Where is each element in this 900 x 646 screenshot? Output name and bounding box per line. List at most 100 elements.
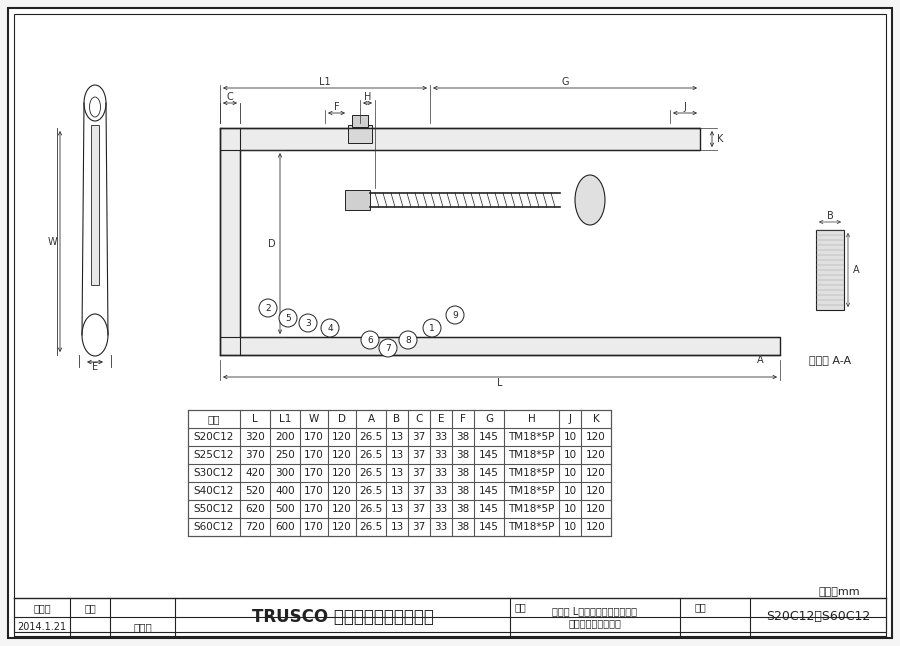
Text: TM18*5P: TM18*5P xyxy=(508,468,554,478)
Text: 10: 10 xyxy=(563,522,577,532)
Text: A: A xyxy=(852,265,860,275)
Text: 120: 120 xyxy=(332,432,352,442)
Circle shape xyxy=(423,319,441,337)
Text: 7: 7 xyxy=(385,344,391,353)
Text: 370: 370 xyxy=(245,450,265,460)
Text: 38: 38 xyxy=(456,504,470,514)
Circle shape xyxy=(361,331,379,349)
Text: 13: 13 xyxy=(391,504,403,514)
Text: 10: 10 xyxy=(563,468,577,478)
Text: 520: 520 xyxy=(245,486,265,496)
Circle shape xyxy=(321,319,339,337)
Ellipse shape xyxy=(575,175,605,225)
Text: 13: 13 xyxy=(391,432,403,442)
Text: 33: 33 xyxy=(435,468,447,478)
Text: 38: 38 xyxy=(456,486,470,496)
Text: 145: 145 xyxy=(479,504,499,514)
Text: 6: 6 xyxy=(367,335,373,344)
Text: 170: 170 xyxy=(304,486,324,496)
Circle shape xyxy=(299,314,317,332)
Text: 13: 13 xyxy=(391,468,403,478)
Text: 26.5: 26.5 xyxy=(359,522,382,532)
Text: 120: 120 xyxy=(332,450,352,460)
Text: 作成日: 作成日 xyxy=(33,603,50,613)
Text: 3: 3 xyxy=(305,318,310,328)
Text: G: G xyxy=(485,414,493,424)
Text: E: E xyxy=(437,414,445,424)
Text: 120: 120 xyxy=(586,468,606,478)
Text: 品番: 品番 xyxy=(208,414,220,424)
Text: S30C12: S30C12 xyxy=(194,468,234,478)
Text: L1: L1 xyxy=(320,77,331,87)
Ellipse shape xyxy=(82,314,108,356)
Text: 170: 170 xyxy=(304,468,324,478)
Text: S50C12: S50C12 xyxy=(194,504,234,514)
Circle shape xyxy=(446,306,464,324)
Text: H: H xyxy=(527,414,536,424)
Text: 2014.1.21: 2014.1.21 xyxy=(17,622,67,632)
Text: 33: 33 xyxy=(435,432,447,442)
Text: 200: 200 xyxy=(275,432,295,442)
Text: 170: 170 xyxy=(304,432,324,442)
Bar xyxy=(348,125,372,143)
Circle shape xyxy=(259,299,277,317)
Text: 170: 170 xyxy=(304,504,324,514)
Text: 400: 400 xyxy=(275,486,295,496)
Text: 38: 38 xyxy=(456,522,470,532)
Text: B: B xyxy=(393,414,400,424)
Text: C: C xyxy=(227,92,233,102)
Text: エホマ L型クランプ（強力型）
スタンダードタイプ: エホマ L型クランプ（強力型） スタンダードタイプ xyxy=(553,606,637,628)
Text: 120: 120 xyxy=(332,468,352,478)
Ellipse shape xyxy=(89,97,101,117)
Text: 8: 8 xyxy=(405,335,411,344)
Text: 120: 120 xyxy=(586,486,606,496)
Text: W: W xyxy=(309,414,320,424)
Text: 600: 600 xyxy=(275,522,295,532)
PathPatch shape xyxy=(220,128,780,355)
Text: S60C12: S60C12 xyxy=(194,522,234,532)
Text: 170: 170 xyxy=(304,450,324,460)
Text: 145: 145 xyxy=(479,486,499,496)
Text: 500: 500 xyxy=(275,504,295,514)
Text: H: H xyxy=(364,92,371,102)
Text: S40C12: S40C12 xyxy=(194,486,234,496)
Text: 9: 9 xyxy=(452,311,458,320)
Text: 13: 13 xyxy=(391,522,403,532)
Text: 145: 145 xyxy=(479,450,499,460)
Text: 33: 33 xyxy=(435,450,447,460)
Text: D: D xyxy=(268,238,275,249)
Text: 13: 13 xyxy=(391,486,403,496)
Text: 10: 10 xyxy=(563,504,577,514)
Text: 1: 1 xyxy=(429,324,435,333)
Text: 13: 13 xyxy=(391,450,403,460)
Ellipse shape xyxy=(84,85,106,121)
Text: TRUSCO トラスコ中山株式会社: TRUSCO トラスコ中山株式会社 xyxy=(252,608,434,626)
Text: 37: 37 xyxy=(412,522,426,532)
Text: TM18*5P: TM18*5P xyxy=(508,486,554,496)
Text: W: W xyxy=(47,236,57,247)
Circle shape xyxy=(399,331,417,349)
Text: A: A xyxy=(757,355,763,365)
Bar xyxy=(345,190,370,210)
Text: 120: 120 xyxy=(332,522,352,532)
Text: S25C12: S25C12 xyxy=(194,450,234,460)
Bar xyxy=(816,230,844,310)
Circle shape xyxy=(379,339,397,357)
Text: 品番: 品番 xyxy=(694,602,706,612)
Text: 720: 720 xyxy=(245,522,265,532)
Text: 620: 620 xyxy=(245,504,265,514)
Text: 145: 145 xyxy=(479,468,499,478)
Text: TM18*5P: TM18*5P xyxy=(508,450,554,460)
Text: 10: 10 xyxy=(563,450,577,460)
Text: 33: 33 xyxy=(435,522,447,532)
Text: 10: 10 xyxy=(563,432,577,442)
Text: S20C12〜S60C12: S20C12〜S60C12 xyxy=(766,610,870,623)
Text: 37: 37 xyxy=(412,486,426,496)
Bar xyxy=(188,410,611,536)
Text: 37: 37 xyxy=(412,468,426,478)
Text: 120: 120 xyxy=(586,450,606,460)
Text: 250: 250 xyxy=(275,450,295,460)
Text: D: D xyxy=(338,414,346,424)
Text: 120: 120 xyxy=(332,486,352,496)
Text: F: F xyxy=(460,414,466,424)
